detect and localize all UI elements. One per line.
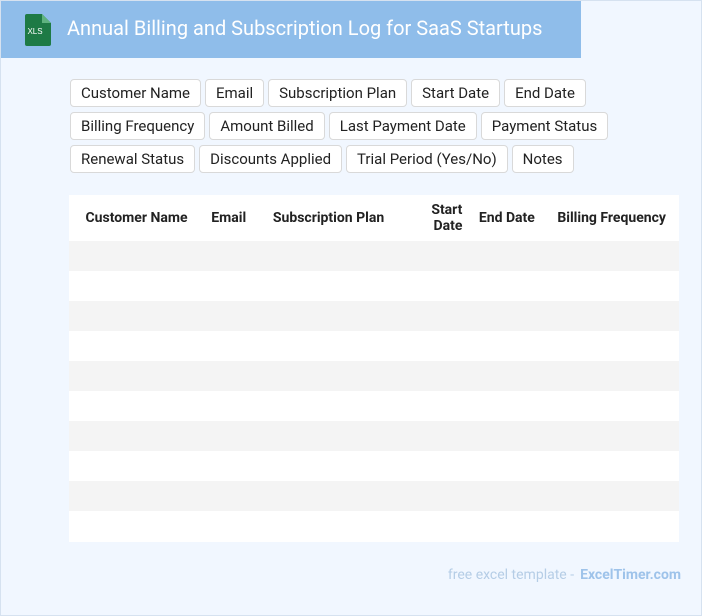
column-tag[interactable]: Trial Period (Yes/No) <box>346 145 508 173</box>
column-tag[interactable]: Customer Name <box>70 79 201 107</box>
tag-list: Customer Name Email Subscription Plan Start… <box>70 79 615 173</box>
column-header: End Date <box>470 195 543 242</box>
column-header: Customer Name <box>69 195 196 242</box>
row <box>69 451 679 481</box>
footer: free excel template - ExcelTimer.com <box>448 567 681 583</box>
data-table: Customer Name Email Subscription Plan Start… <box>69 195 679 242</box>
column-tag[interactable]: Payment Status <box>480 112 609 140</box>
icon-label: XLS <box>27 27 42 36</box>
column-tag[interactable]: Subscription Plan <box>268 79 408 107</box>
table-container: Customer Name Email Subscription Plan Start… <box>69 195 679 542</box>
row <box>69 511 679 541</box>
row <box>69 271 679 301</box>
row <box>69 361 679 391</box>
column-header: Amount Billed <box>673 195 679 242</box>
column-header: Subscription Plan <box>254 195 393 242</box>
column-tag[interactable]: Amount Billed <box>209 112 325 140</box>
column-tag[interactable]: Email <box>204 79 265 107</box>
xls-icon: XLS <box>25 14 51 46</box>
column-tag[interactable]: Start Date <box>411 79 501 107</box>
row <box>69 421 679 451</box>
column-tag[interactable]: Renewal Status <box>70 145 196 173</box>
column-tag[interactable]: Notes <box>511 145 574 173</box>
column-tag[interactable]: Discounts Applied <box>199 145 343 173</box>
column-tag[interactable]: Billing Frequency <box>70 112 206 140</box>
page-title: Annual Billing and Subscription Log for … <box>67 16 543 40</box>
column-header: Start Date <box>392 195 471 242</box>
row <box>69 241 679 271</box>
footer-link[interactable]: ExcelTimer.com <box>580 567 681 583</box>
column-header: Billing Frequency <box>542 195 674 242</box>
header-row: Customer Name Email Subscription Plan Start… <box>69 195 679 242</box>
column-tag[interactable]: Last Payment Date <box>328 112 477 140</box>
row <box>69 481 679 511</box>
footer-text: free excel template - <box>447 567 575 583</box>
row <box>69 391 679 421</box>
header-bar: XLS Annual Billing and Subscription Log … <box>1 1 581 58</box>
row <box>69 301 679 331</box>
column-header: Email <box>195 195 255 242</box>
column-tag[interactable]: End Date <box>504 79 586 107</box>
row <box>69 331 679 361</box>
